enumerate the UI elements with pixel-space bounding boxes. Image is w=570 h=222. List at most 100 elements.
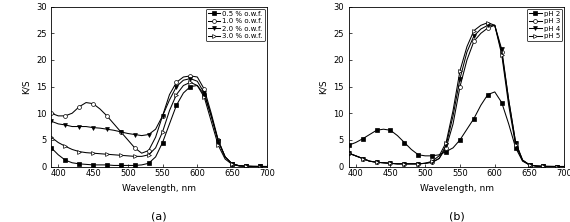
3.0 % o.w.f. xyxy=(173,93,180,96)
pH 2 xyxy=(366,133,373,136)
0.5 % o.w.f. xyxy=(69,161,76,164)
2.0 % o.w.f. xyxy=(145,133,152,136)
1.0 % o.w.f. xyxy=(256,165,263,168)
pH 2 xyxy=(478,104,484,107)
0.5 % o.w.f. xyxy=(187,85,194,88)
3.0 % o.w.f. xyxy=(194,84,201,87)
3.0 % o.w.f. xyxy=(235,165,242,167)
pH 2 xyxy=(498,101,505,104)
Text: (b): (b) xyxy=(449,211,465,221)
2.0 % o.w.f. xyxy=(194,80,201,83)
2.0 % o.w.f. xyxy=(180,79,187,81)
2.0 % o.w.f. xyxy=(89,126,96,129)
pH 2 xyxy=(415,153,422,156)
1.0 % o.w.f. xyxy=(131,147,138,149)
1.0 % o.w.f. xyxy=(201,88,207,91)
3.0 % o.w.f. xyxy=(48,136,55,139)
3.0 % o.w.f. xyxy=(222,158,229,160)
0.5 % o.w.f. xyxy=(222,156,229,158)
pH 2 xyxy=(457,139,463,141)
Line: 1.0 % o.w.f.: 1.0 % o.w.f. xyxy=(50,74,269,168)
1.0 % o.w.f. xyxy=(229,163,235,165)
2.0 % o.w.f. xyxy=(166,99,173,101)
1.0 % o.w.f. xyxy=(187,75,194,77)
pH 4 xyxy=(422,162,429,165)
pH 5 xyxy=(359,157,366,160)
pH 5 xyxy=(519,159,526,162)
0.5 % o.w.f. xyxy=(55,153,62,156)
pH 4 xyxy=(463,51,470,53)
pH 5 xyxy=(533,165,540,167)
2.0 % o.w.f. xyxy=(124,132,131,135)
2.0 % o.w.f. xyxy=(159,115,166,117)
0.5 % o.w.f. xyxy=(83,163,89,166)
2.0 % o.w.f. xyxy=(215,140,222,142)
pH 2 xyxy=(450,147,457,149)
3.0 % o.w.f. xyxy=(159,131,166,133)
pH 4 xyxy=(512,141,519,144)
pH 3 xyxy=(429,161,435,164)
pH 4 xyxy=(457,77,463,80)
pH 5 xyxy=(387,162,394,165)
2.0 % o.w.f. xyxy=(222,156,229,158)
pH 4 xyxy=(498,48,505,51)
pH 5 xyxy=(408,163,415,165)
pH 3 xyxy=(443,147,450,149)
0.5 % o.w.f. xyxy=(131,164,138,167)
Line: 3.0 % o.w.f.: 3.0 % o.w.f. xyxy=(50,80,269,168)
pH 5 xyxy=(345,152,352,155)
Line: pH 4: pH 4 xyxy=(347,23,566,168)
pH 5 xyxy=(457,69,463,72)
pH 2 xyxy=(435,153,442,156)
pH 5 xyxy=(401,163,408,165)
Line: 0.5 % o.w.f.: 0.5 % o.w.f. xyxy=(50,83,269,168)
2.0 % o.w.f. xyxy=(111,129,117,132)
pH 2 xyxy=(533,165,540,167)
pH 4 xyxy=(533,165,540,167)
Line: pH 3: pH 3 xyxy=(347,23,566,168)
0.5 % o.w.f. xyxy=(208,115,215,117)
2.0 % o.w.f. xyxy=(173,85,180,88)
pH 5 xyxy=(498,53,505,56)
pH 5 xyxy=(478,24,484,27)
pH 3 xyxy=(345,152,352,155)
1.0 % o.w.f. xyxy=(139,152,145,155)
pH 5 xyxy=(484,21,491,24)
pH 4 xyxy=(470,35,477,37)
pH 3 xyxy=(491,24,498,27)
pH 5 xyxy=(373,161,380,164)
1.0 % o.w.f. xyxy=(235,164,242,167)
pH 4 xyxy=(435,157,442,160)
pH 4 xyxy=(380,161,387,164)
2.0 % o.w.f. xyxy=(139,134,145,137)
3.0 % o.w.f. xyxy=(229,163,235,166)
pH 5 xyxy=(352,155,359,157)
3.0 % o.w.f. xyxy=(111,153,117,156)
pH 4 xyxy=(561,165,568,168)
pH 2 xyxy=(422,155,429,157)
pH 3 xyxy=(484,27,491,29)
2.0 % o.w.f. xyxy=(131,133,138,136)
pH 4 xyxy=(408,163,415,165)
pH 4 xyxy=(429,161,435,164)
3.0 % o.w.f. xyxy=(139,155,145,158)
pH 2 xyxy=(470,117,477,120)
pH 3 xyxy=(359,157,366,160)
pH 4 xyxy=(345,152,352,155)
pH 4 xyxy=(394,163,401,165)
1.0 % o.w.f. xyxy=(152,136,159,139)
0.5 % o.w.f. xyxy=(89,164,96,166)
3.0 % o.w.f. xyxy=(117,154,124,157)
pH 5 xyxy=(470,29,477,32)
Text: (a): (a) xyxy=(151,211,167,221)
pH 3 xyxy=(394,163,401,165)
pH 3 xyxy=(408,163,415,165)
0.5 % o.w.f. xyxy=(263,165,270,168)
pH 3 xyxy=(450,123,457,125)
3.0 % o.w.f. xyxy=(89,152,96,155)
pH 4 xyxy=(352,155,359,157)
pH 2 xyxy=(491,91,498,93)
pH 4 xyxy=(526,164,533,166)
0.5 % o.w.f. xyxy=(139,164,145,166)
2.0 % o.w.f. xyxy=(83,125,89,128)
